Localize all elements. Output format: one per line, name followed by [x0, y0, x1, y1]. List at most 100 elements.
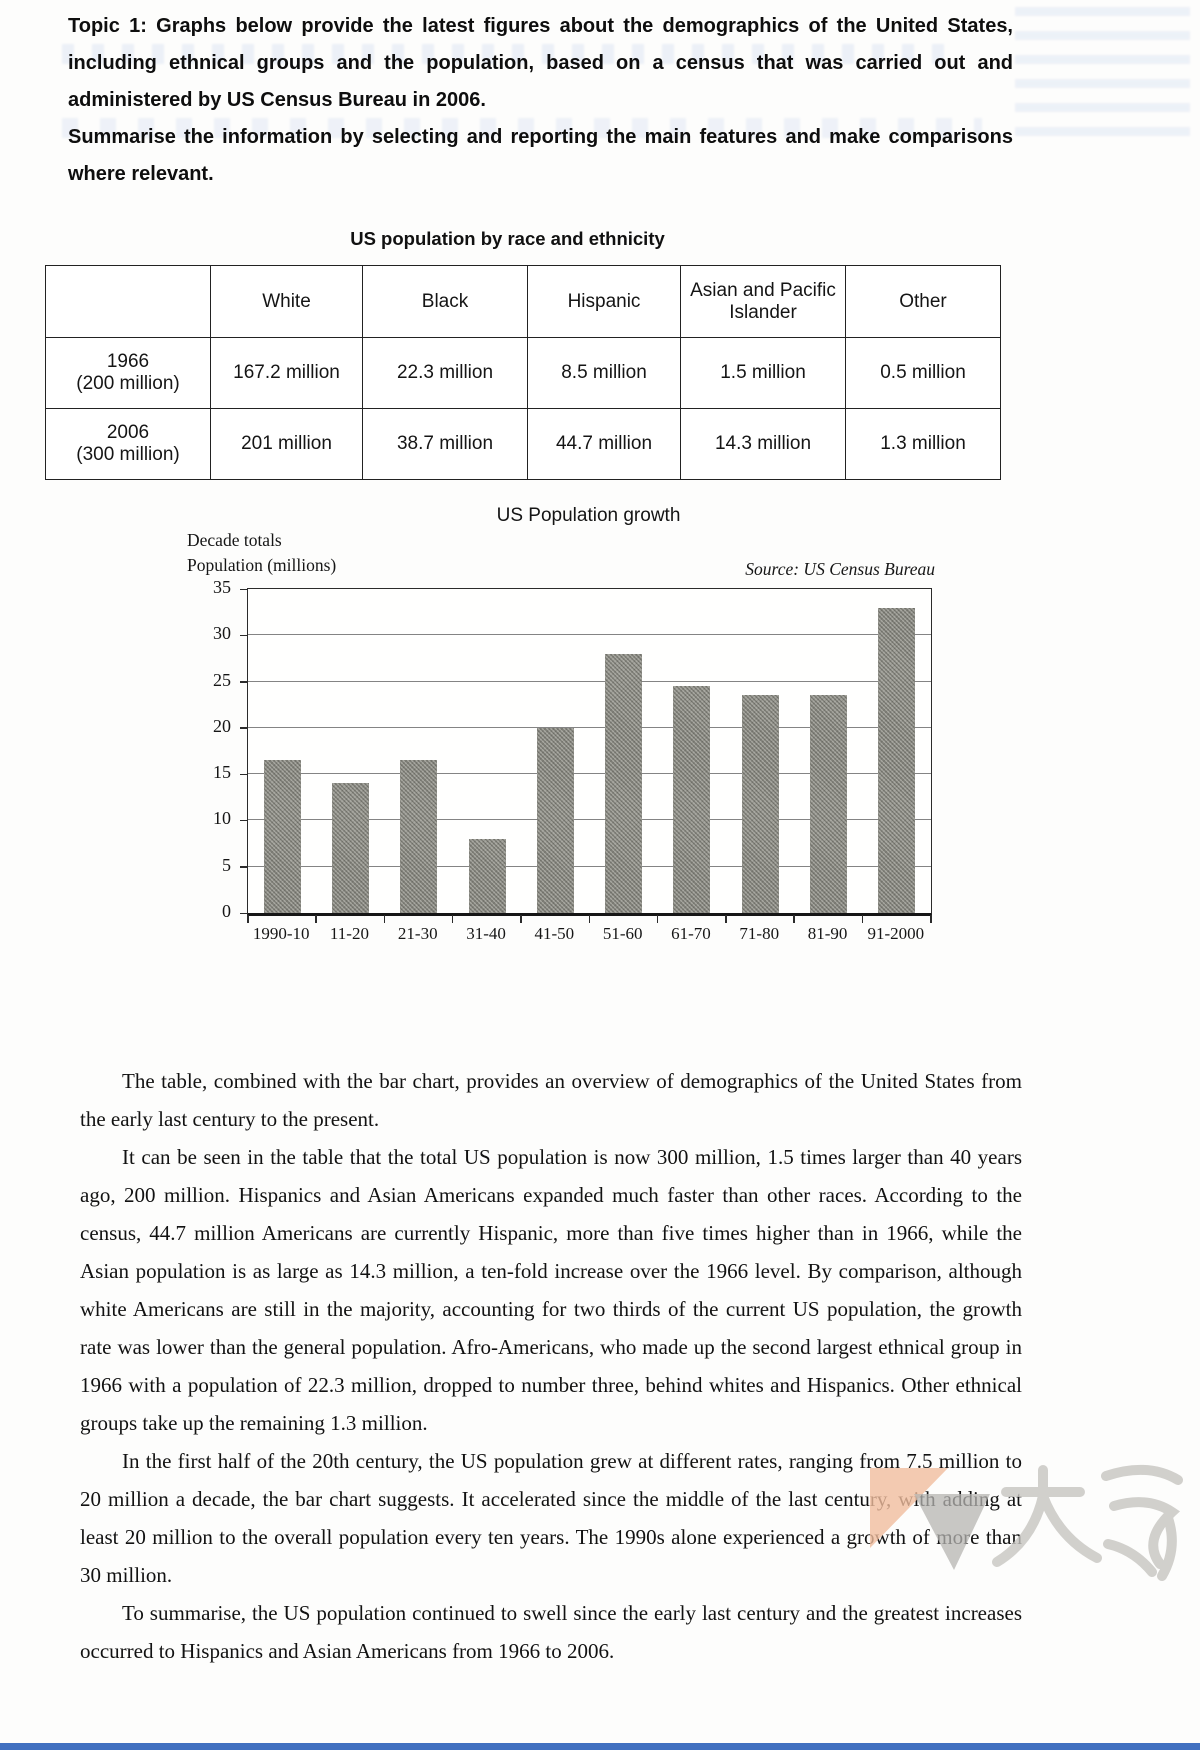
bar — [400, 760, 438, 913]
x-tick-mark — [793, 915, 795, 923]
x-tick-label: 41-50 — [534, 924, 575, 943]
x-tick-label: 81-90 — [807, 924, 848, 943]
x-tick-mark — [725, 915, 727, 923]
row-label-year: 1966 — [106, 351, 150, 372]
gridline — [248, 773, 931, 775]
task-prompt: Topic 1: Graphs below provide the latest… — [68, 8, 1013, 193]
table-cell: 1.5 million — [680, 337, 846, 409]
x-tick-label: 61-70 — [671, 924, 711, 943]
table-cell: 167.2 million — [210, 337, 363, 409]
y-axis-label-line2: Population (millions) — [187, 555, 337, 575]
gridline — [248, 726, 931, 728]
x-tick-mark — [656, 915, 659, 923]
task-prompt-paragraph-1: Topic 1: Graphs below provide the latest… — [68, 15, 1013, 111]
table-row: 1966 (200 million) 167.2 million 22.3 milli… — [45, 337, 1001, 409]
table-corner-cell — [45, 265, 211, 338]
row-label: 2006 (300 million) — [45, 408, 211, 480]
table-row: 2006 (300 million) 201 million 38.7 million… — [45, 408, 1001, 480]
x-tick-label: 31-40 — [466, 924, 506, 943]
row-label: 1966 (200 million) — [45, 337, 211, 409]
bar — [878, 607, 916, 913]
y-tick-mark — [240, 773, 248, 776]
y-tick-mark — [240, 727, 248, 729]
x-tick-mark — [451, 915, 454, 923]
y-tick-label: 30 — [213, 623, 231, 644]
x-tick-mark — [315, 915, 317, 923]
x-tick-mark — [930, 915, 932, 923]
table-cell: 38.7 million — [362, 408, 528, 480]
table-header-cell: White — [210, 265, 363, 338]
y-axis-ticks: 0 5 10 15 20 25 30 35 — [195, 577, 241, 921]
x-tick-mark — [383, 915, 386, 923]
essay-paragraph-2: It can be seen in the table that the tot… — [80, 1145, 1022, 1435]
table-head: White Black Hispanic Asian and Pacific Isla… — [45, 265, 1001, 338]
table-cell: 8.5 million — [527, 337, 681, 409]
x-tick-mark — [520, 915, 522, 923]
essay-paragraph-3: In the first half of the 20th century, t… — [80, 1449, 1022, 1587]
y-tick-mark — [240, 634, 248, 637]
scan-artifact — [1015, 6, 1190, 136]
chart-source: Source: US Census Bureau — [745, 559, 935, 579]
y-tick-label: 25 — [213, 669, 231, 690]
bar — [263, 760, 301, 913]
table-body: 1966 (200 million) 167.2 million 22.3 milli… — [45, 337, 1001, 480]
bar — [331, 783, 369, 913]
essay-paragraph-1: The table, combined with the bar chart, … — [80, 1069, 1022, 1131]
table-title: US population by race and ethnicity — [350, 228, 665, 249]
y-tick-mark — [240, 912, 248, 914]
x-tick-label: 1990-10 — [252, 924, 310, 943]
x-tick-label: 71-80 — [739, 924, 780, 943]
y-tick-label: 5 — [222, 854, 231, 875]
bar — [810, 695, 848, 913]
bar — [605, 653, 643, 913]
essay-paragraph-4: To summarise, the US population continue… — [80, 1601, 1022, 1663]
table-cell: 1.3 million — [845, 408, 1001, 480]
table-header-cell: Hispanic — [527, 265, 681, 338]
table-cell: 0.5 million — [845, 337, 1001, 409]
x-tick-label: 91-2000 — [867, 924, 925, 943]
y-tick-mark — [240, 866, 248, 868]
row-label-total: (200 million) — [76, 373, 180, 394]
x-tick-label: 51-60 — [602, 924, 643, 943]
essay: The table, combined with the bar chart, … — [80, 1062, 1022, 1670]
row-label-total: (300 million) — [76, 444, 180, 465]
y-tick-label: 15 — [213, 762, 231, 783]
table-cell: 14.3 million — [680, 408, 846, 480]
table-header-cell: Asian and Pacific Islander — [680, 265, 846, 338]
y-tick-label: 20 — [213, 715, 231, 736]
table-header-row: White Black Hispanic Asian and Pacific Isla… — [45, 265, 1001, 338]
task-prompt-paragraph-2: Summarise the information by selecting a… — [68, 126, 1013, 185]
table-cell: 44.7 million — [527, 408, 681, 480]
row-label-year: 2006 — [106, 422, 150, 443]
y-tick-mark — [240, 819, 248, 822]
x-axis-labels: 1990-10 11-20 21-30 31-40 41-50 51-60 61-70 71-… — [247, 924, 930, 944]
gridline — [248, 865, 931, 867]
gridline — [248, 819, 931, 821]
x-tick-label: 21-30 — [397, 924, 438, 943]
y-tick-label: 10 — [213, 808, 231, 829]
table-header-cell: Black — [362, 265, 528, 338]
y-tick-mark — [240, 588, 248, 590]
table-header-cell: Other — [845, 265, 1001, 338]
gridline — [248, 680, 931, 682]
chart-plot-area — [240, 588, 932, 923]
y-tick-label: 0 — [222, 901, 231, 921]
bar-series — [248, 589, 931, 913]
bar — [468, 838, 506, 913]
page-bottom-accent — [0, 1743, 1200, 1750]
x-tick-mark — [247, 915, 249, 923]
chart-header: Decade totals Population (millions) Sour… — [187, 528, 935, 580]
chart-title: US Population growth — [496, 505, 681, 526]
gridline — [248, 634, 931, 636]
x-tick-mark — [588, 915, 590, 923]
bar — [673, 686, 711, 913]
bar — [741, 695, 779, 913]
y-axis-label: Decade totals Population (millions) — [187, 528, 935, 578]
population-table: White Black Hispanic Asian and Pacific Isla… — [45, 265, 1001, 480]
bar — [536, 727, 574, 913]
y-tick-mark — [240, 681, 248, 683]
table-cell: 22.3 million — [362, 337, 528, 409]
x-tick-mark — [861, 915, 864, 923]
y-axis-label-line1: Decade totals — [187, 530, 282, 550]
x-tick-label: 11-20 — [329, 924, 369, 943]
